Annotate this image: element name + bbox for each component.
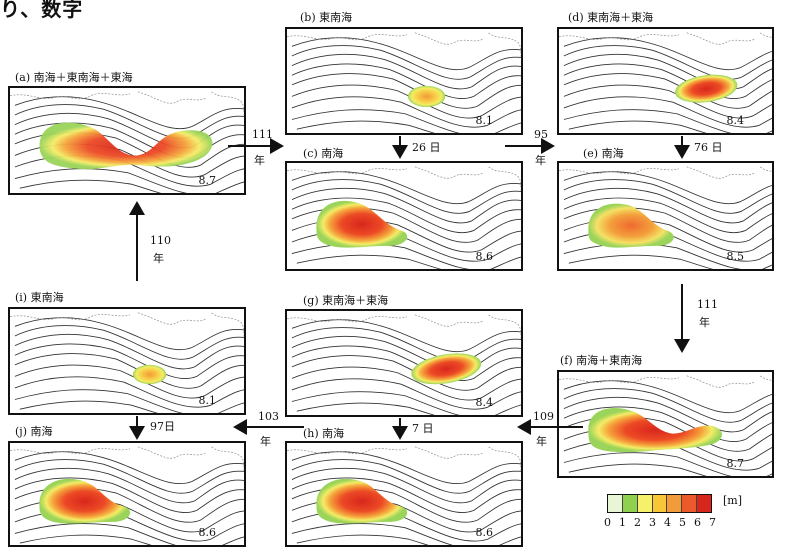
panel-f: 8.7	[557, 370, 774, 478]
legend-swatch	[608, 495, 623, 512]
legend-tick: 6	[694, 516, 701, 529]
panel-h: 8.6	[285, 441, 523, 547]
interval-a-to-c-num: 111	[252, 128, 273, 141]
legend-swatch	[622, 495, 638, 512]
interval-j-to-a-unit: 年	[153, 252, 164, 265]
legend-color-bar	[607, 494, 712, 513]
panel-e-magnitude: 8.5	[726, 250, 745, 263]
panel-b: 8.1	[285, 27, 523, 135]
legend-tick: 7	[709, 516, 716, 529]
panel-c-label: (c) 南海	[303, 147, 344, 160]
interval-g-to-h: 7 日	[412, 422, 434, 435]
legend-swatch	[637, 495, 653, 512]
panel-a-magnitude: 8.7	[198, 174, 217, 187]
interval-d-to-e: 76 日	[694, 141, 723, 154]
panel-h-magnitude: 8.6	[475, 526, 494, 539]
legend-tick: 2	[634, 516, 641, 529]
panel-b-label: (b) 東南海	[300, 11, 353, 24]
panel-c-magnitude: 8.6	[475, 250, 494, 263]
panel-i-label: (i) 東南海	[15, 291, 64, 304]
interval-j-to-a-num: 110	[150, 234, 171, 247]
header-text: り、数字	[0, 0, 84, 21]
panel-e: 8.5	[557, 161, 774, 271]
legend-tick: 5	[679, 516, 686, 529]
panel-d-label: (d) 東南海＋東海	[568, 11, 654, 24]
interval-f-to-h-num: 109	[533, 410, 554, 423]
panel-d: 8.4	[557, 27, 774, 135]
interval-h-to-j-unit: 年	[260, 435, 271, 448]
legend-tick: 3	[649, 516, 656, 529]
panel-j-magnitude: 8.6	[198, 526, 217, 539]
panel-i: 8.1	[8, 307, 246, 415]
legend-tick: 4	[664, 516, 671, 529]
panel-g-label: (g) 東南海＋東海	[303, 294, 389, 307]
interval-b-to-c: 26 日	[412, 141, 441, 154]
panel-e-label: (e) 南海	[583, 147, 624, 160]
interval-h-to-j-num: 103	[258, 410, 279, 423]
legend-tick: 1	[619, 516, 626, 529]
interval-c-to-e-unit: 年	[535, 154, 546, 167]
legend-swatch	[652, 495, 668, 512]
panel-f-magnitude: 8.7	[726, 457, 745, 470]
panel-a: 8.7	[8, 86, 246, 195]
panel-c: 8.6	[285, 161, 523, 271]
panel-g-magnitude: 8.4	[475, 396, 494, 409]
interval-c-to-e-num: 95	[534, 128, 548, 141]
interval-a-to-c-unit: 年	[254, 154, 265, 167]
panel-b-magnitude: 8.1	[475, 114, 494, 127]
legend-unit: [m]	[723, 494, 743, 507]
legend-tick: 0	[604, 516, 611, 529]
panel-j: 8.6	[8, 441, 246, 547]
panel-h-label: (h) 南海	[303, 427, 345, 440]
legend-swatch	[682, 495, 698, 512]
panel-j-label: (j) 南海	[15, 425, 53, 438]
panel-g: 8.4	[285, 309, 523, 417]
interval-e-to-f-unit: 年	[699, 316, 710, 329]
interval-f-to-h-unit: 年	[536, 435, 547, 448]
panel-i-magnitude: 8.1	[198, 394, 217, 407]
panel-a-label: (a) 南海＋東南海＋東海	[15, 71, 133, 84]
interval-e-to-f-num: 111	[697, 298, 718, 311]
interval-i-to-j: 97日	[150, 420, 175, 433]
panel-f-label: (f) 南海＋東南海	[560, 354, 643, 367]
legend-swatch	[697, 495, 712, 512]
panel-d-magnitude: 8.4	[726, 114, 745, 127]
legend-swatch	[667, 495, 683, 512]
